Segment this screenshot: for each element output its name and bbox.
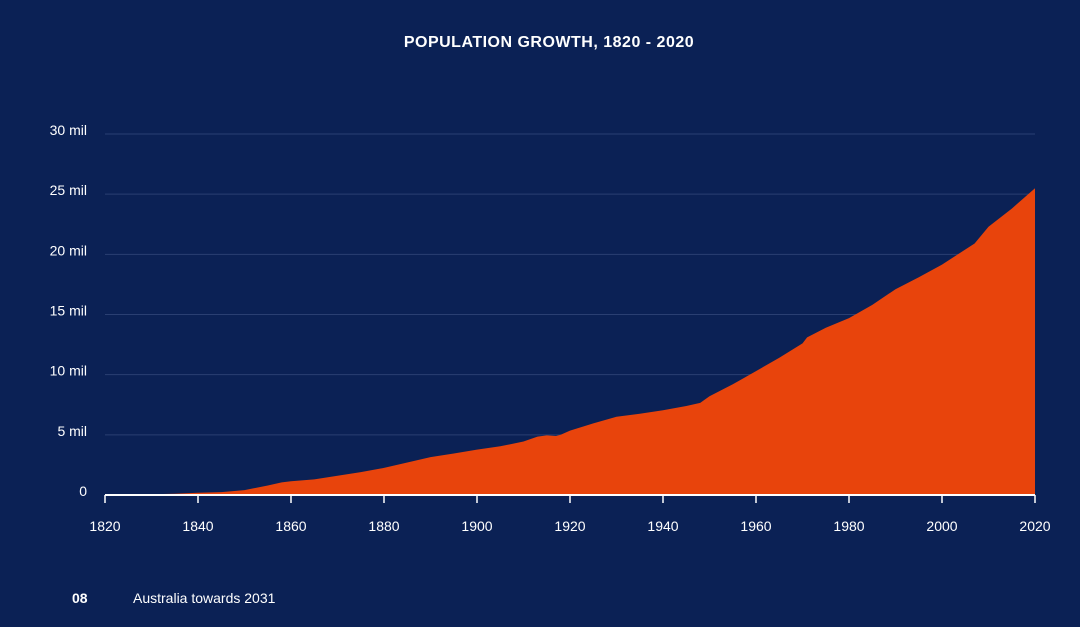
- x-tick-label: 1920: [554, 518, 585, 534]
- x-tick-label: 2000: [926, 518, 957, 534]
- x-tick-label: 1860: [275, 518, 306, 534]
- footer-document-title: Australia towards 2031: [133, 590, 276, 606]
- footer-page-number: 08: [72, 590, 88, 606]
- x-axis: [104, 494, 1036, 503]
- population-area: [105, 188, 1035, 495]
- x-tick-label: 1840: [182, 518, 213, 534]
- x-tick-label: 2020: [1019, 518, 1050, 534]
- x-tick-label: 1900: [461, 518, 492, 534]
- y-tick-label: 10 mil: [50, 363, 87, 379]
- x-tick-label: 1940: [647, 518, 678, 534]
- y-tick-label: 30 mil: [50, 122, 87, 138]
- y-tick-label: 0: [79, 483, 87, 499]
- y-tick-label: 15 mil: [50, 303, 87, 319]
- population-area-series: [105, 188, 1035, 495]
- x-tick-label: 1960: [740, 518, 771, 534]
- y-axis-tick-labels: 0 5 mil 10 mil 15 mil 20 mil 25 mil 30 mil: [50, 122, 88, 499]
- y-tick-label: 20 mil: [50, 242, 87, 258]
- chart-title: POPULATION GROWTH, 1820 - 2020: [403, 34, 695, 51]
- y-tick-label: 5 mil: [57, 423, 87, 439]
- y-tick-label: 25 mil: [50, 182, 87, 198]
- x-tick-label: 1880: [368, 518, 399, 534]
- population-area-chart: 0 5 mil 10 mil 15 mil 20 mil 25 mil 30 mil 182…: [50, 122, 1051, 534]
- x-axis-tick-labels: 1820 1840 1860 1880 1900 1920 1940 1960 1980 2000…: [89, 518, 1050, 534]
- x-tick-label: 1820: [89, 518, 120, 534]
- x-tick-label: 1980: [833, 518, 864, 534]
